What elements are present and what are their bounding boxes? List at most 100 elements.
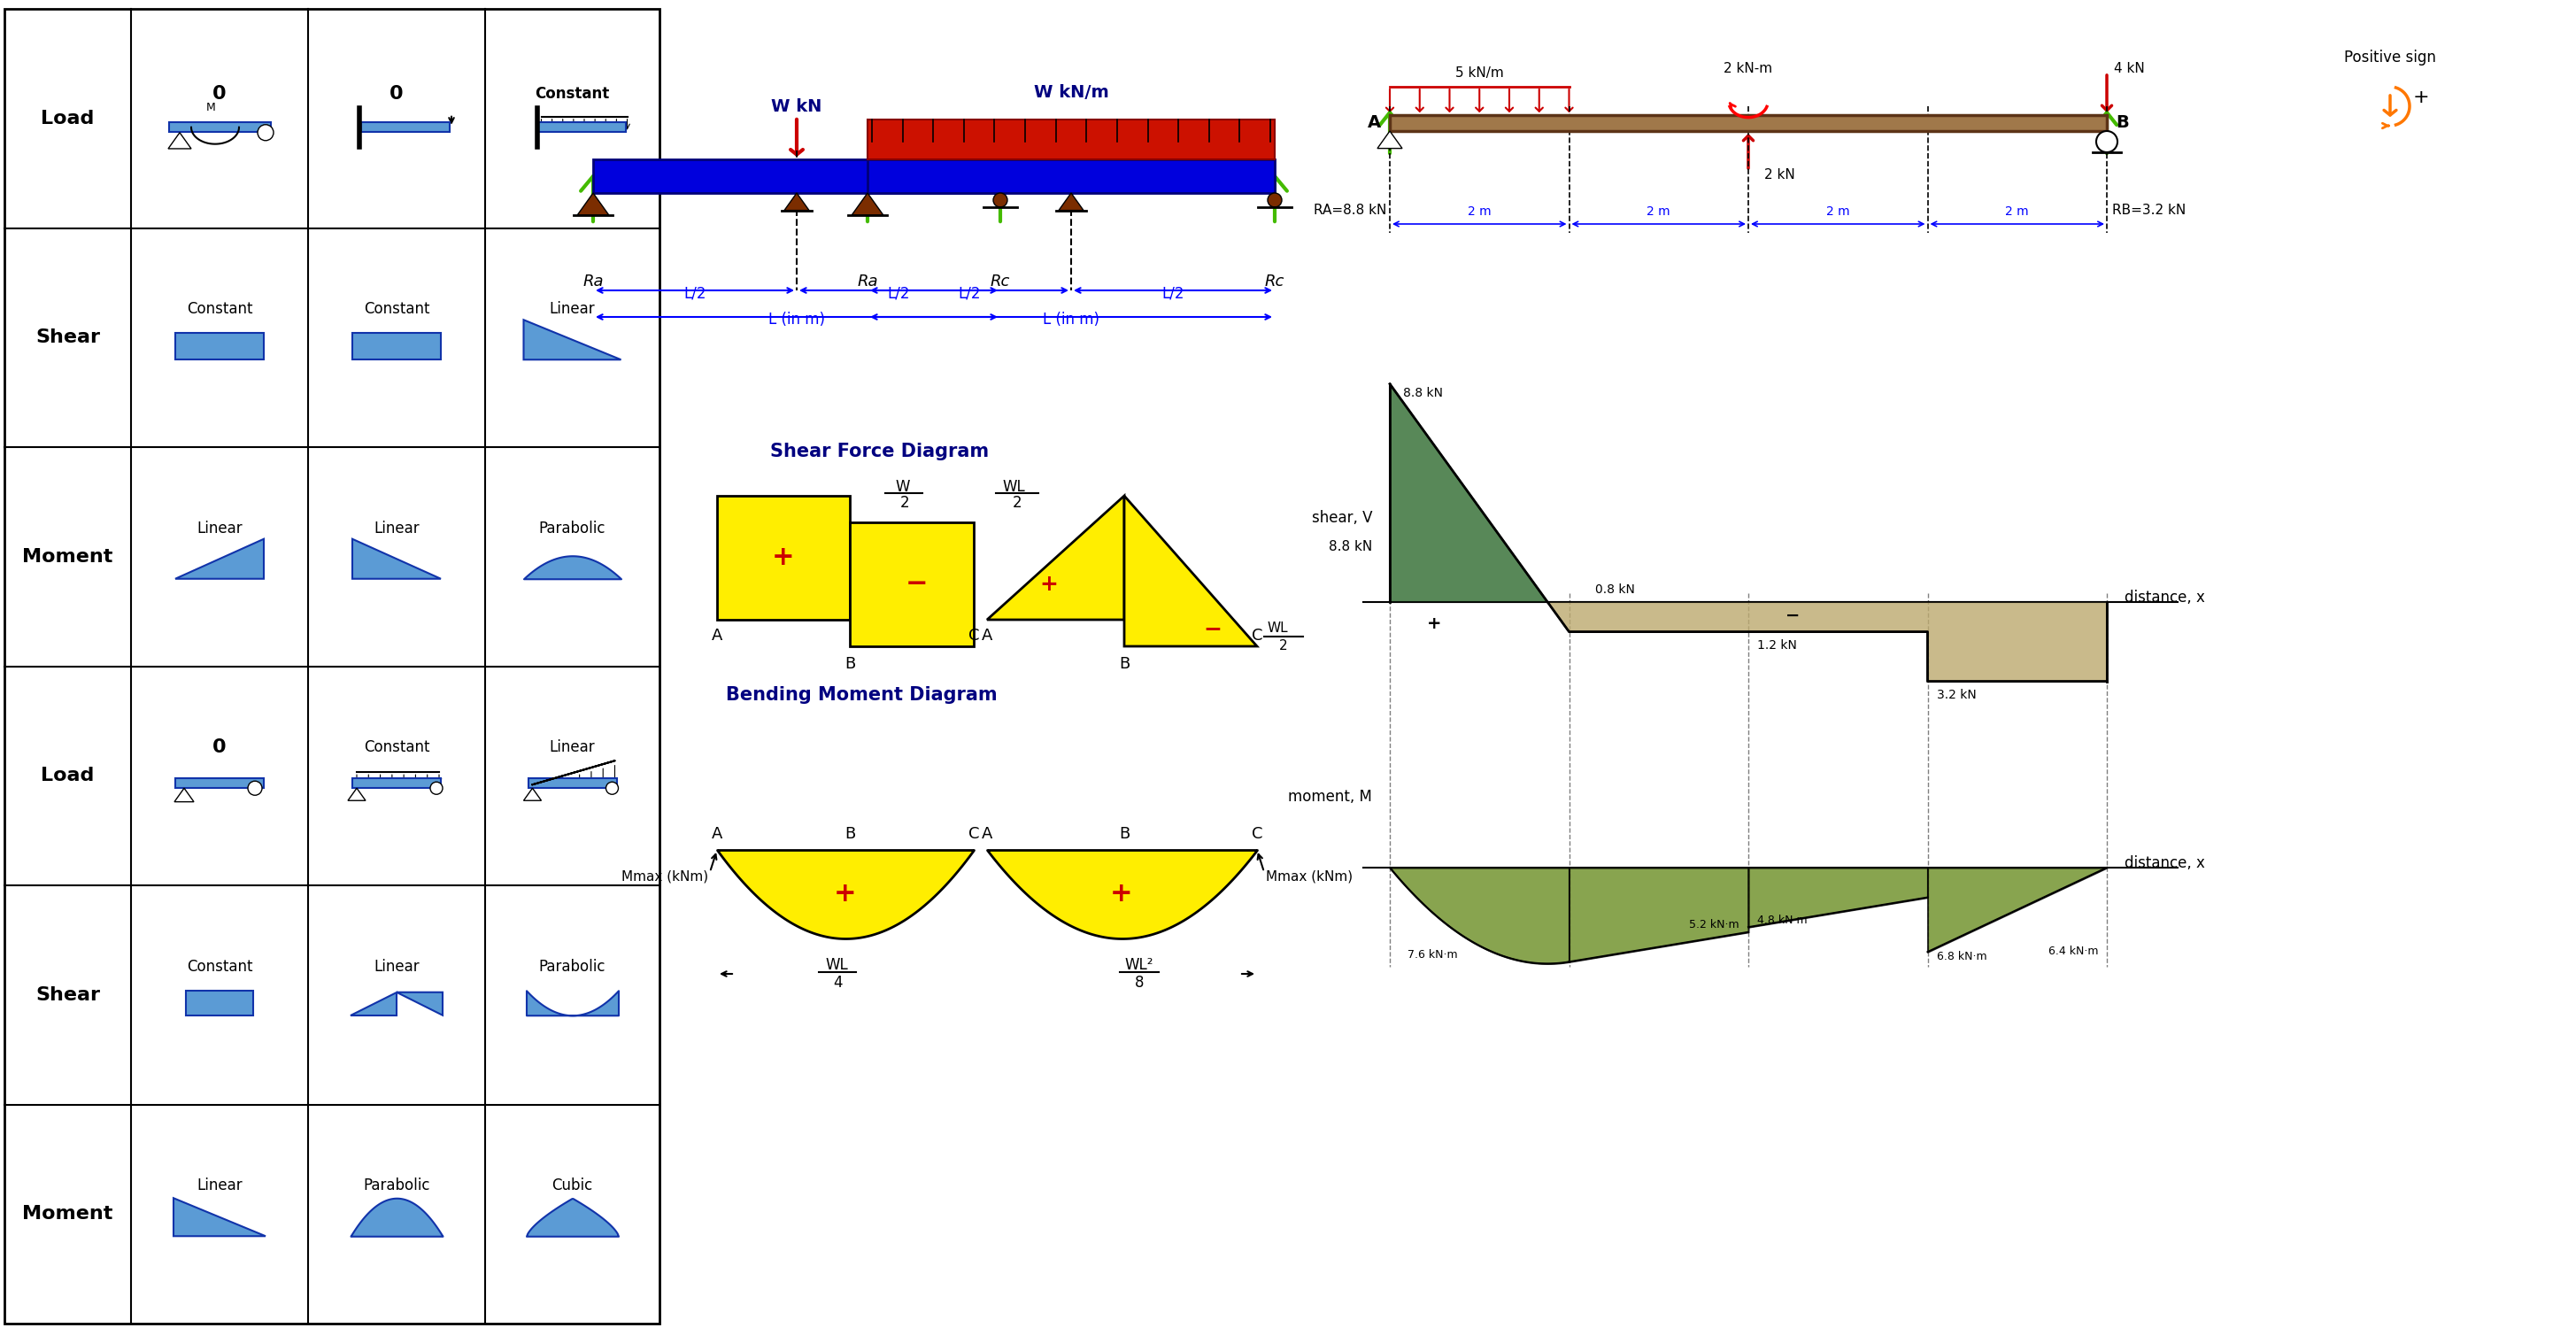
Text: Linear: Linear — [196, 521, 242, 537]
Text: moment, M: moment, M — [1288, 789, 1373, 805]
Text: Constant: Constant — [185, 301, 252, 317]
Polygon shape — [1059, 193, 1084, 210]
Text: Moment: Moment — [23, 547, 113, 566]
Text: 2 kN-m: 2 kN-m — [1723, 62, 1772, 76]
Text: Bending Moment Diagram: Bending Moment Diagram — [726, 687, 997, 704]
Text: Shear: Shear — [36, 329, 100, 347]
Bar — [528, 778, 616, 788]
Text: L/2: L/2 — [958, 286, 981, 301]
Text: 0.8 kN: 0.8 kN — [1595, 583, 1636, 596]
Bar — [353, 333, 440, 360]
Text: Load: Load — [41, 110, 95, 127]
Bar — [175, 333, 263, 360]
Text: A: A — [711, 628, 721, 644]
Text: 7.6 kN·m: 7.6 kN·m — [1406, 950, 1458, 960]
Bar — [167, 122, 270, 133]
Polygon shape — [1378, 131, 1401, 149]
Circle shape — [258, 125, 273, 141]
Text: Shear: Shear — [36, 985, 100, 1004]
Text: C: C — [1252, 826, 1262, 842]
Circle shape — [2097, 131, 2117, 153]
Text: 2 kN: 2 kN — [1765, 169, 1795, 182]
Polygon shape — [1391, 384, 1548, 602]
Text: C: C — [1252, 628, 1262, 644]
Circle shape — [605, 782, 618, 794]
Text: 8.8 kN: 8.8 kN — [1329, 540, 1373, 554]
Polygon shape — [397, 992, 443, 1015]
Text: 1.2 kN: 1.2 kN — [1757, 639, 1798, 651]
Text: Parabolic: Parabolic — [538, 521, 605, 537]
Bar — [536, 122, 626, 133]
Text: Linear: Linear — [196, 1178, 242, 1194]
Text: +: + — [835, 882, 858, 907]
Text: 2: 2 — [899, 495, 909, 511]
Polygon shape — [853, 193, 884, 215]
Text: B: B — [845, 826, 855, 842]
Text: 5.2 kN·m: 5.2 kN·m — [1690, 919, 1739, 931]
Text: A: A — [711, 826, 721, 842]
Bar — [353, 778, 440, 788]
Text: Shear Force Diagram: Shear Force Diagram — [770, 442, 989, 461]
Bar — [1391, 116, 2107, 131]
Circle shape — [247, 781, 263, 795]
Text: Cubic: Cubic — [551, 1178, 592, 1194]
Polygon shape — [175, 789, 193, 802]
Text: 2 m: 2 m — [1468, 206, 1492, 218]
Text: L/2: L/2 — [683, 286, 706, 301]
Text: A: A — [1368, 114, 1381, 130]
Text: distance, x: distance, x — [2125, 590, 2205, 606]
Polygon shape — [716, 495, 850, 620]
Text: Constant: Constant — [363, 740, 430, 756]
Polygon shape — [850, 522, 974, 647]
Bar — [185, 991, 252, 1015]
Text: distance, x: distance, x — [2125, 855, 2205, 871]
Text: RB=3.2 kN: RB=3.2 kN — [2112, 205, 2187, 218]
Text: 3.2 kN: 3.2 kN — [1937, 688, 1976, 701]
Text: shear, V: shear, V — [1311, 510, 1373, 526]
Text: B: B — [1118, 656, 1131, 672]
Polygon shape — [353, 539, 440, 579]
Polygon shape — [348, 789, 366, 801]
Text: Mmax (kNm): Mmax (kNm) — [621, 870, 708, 883]
Bar — [5, 9, 659, 1324]
Text: Linear: Linear — [374, 959, 420, 975]
Polygon shape — [577, 193, 608, 215]
Text: 4: 4 — [835, 975, 842, 991]
Polygon shape — [783, 193, 809, 210]
Text: A: A — [981, 628, 992, 644]
Polygon shape — [1123, 495, 1257, 647]
Text: 8.8 kN: 8.8 kN — [1404, 386, 1443, 398]
Text: +: + — [773, 544, 796, 571]
Polygon shape — [523, 789, 541, 801]
Bar — [868, 159, 1275, 193]
Text: 2 m: 2 m — [2007, 206, 2030, 218]
Bar — [868, 120, 1275, 159]
Text: Load: Load — [41, 768, 95, 785]
Polygon shape — [167, 133, 191, 149]
Circle shape — [994, 193, 1007, 207]
Text: A: A — [981, 826, 992, 842]
Text: −: − — [904, 571, 927, 598]
Text: Linear: Linear — [549, 740, 595, 756]
Polygon shape — [350, 992, 397, 1015]
Text: Ra: Ra — [858, 274, 878, 290]
Text: 2 m: 2 m — [1826, 206, 1850, 218]
Polygon shape — [173, 1198, 265, 1236]
Text: WL: WL — [1267, 622, 1288, 635]
Text: 6.4 kN·m: 6.4 kN·m — [2048, 946, 2097, 957]
Text: B: B — [2117, 114, 2130, 130]
Text: +: + — [2414, 89, 2429, 106]
Text: −: − — [1785, 607, 1801, 624]
Bar — [175, 778, 263, 788]
Bar — [361, 122, 451, 133]
Text: Linear: Linear — [374, 521, 420, 537]
Text: M: M — [206, 102, 216, 114]
Polygon shape — [175, 539, 263, 579]
Text: 2: 2 — [1012, 495, 1023, 511]
Bar — [592, 159, 999, 193]
Text: W kN: W kN — [770, 98, 822, 114]
Text: −: − — [1203, 618, 1221, 639]
Text: Mmax (kNm): Mmax (kNm) — [1265, 870, 1352, 883]
Text: Positive sign: Positive sign — [2344, 49, 2437, 65]
Text: 6.8 kN·m: 6.8 kN·m — [1937, 951, 1986, 961]
